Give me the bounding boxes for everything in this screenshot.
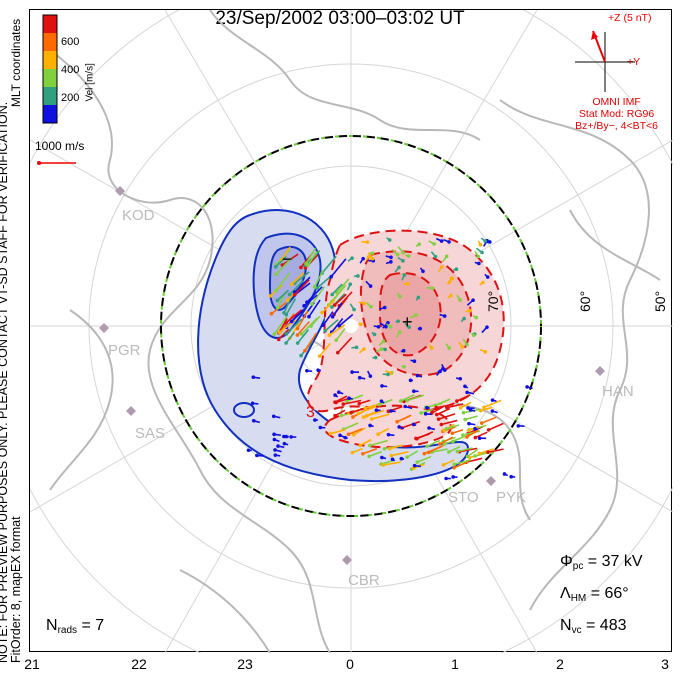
colorbar-tick-200: 200 (61, 92, 80, 104)
lambda-value: = 66° (590, 585, 629, 602)
potential-maximum-mark: + (402, 312, 413, 332)
nrads-value: = 7 (81, 617, 105, 634)
reference-vector (37, 161, 76, 165)
velocity-vectors (246, 237, 533, 481)
lat-label-50: 50° (652, 291, 668, 312)
colorbar-tick-400: 400 (61, 64, 80, 76)
station-label-pyk: PYK (496, 489, 526, 506)
lat-label-60: 60° (577, 291, 593, 312)
lat-label-70: 70° (485, 291, 501, 312)
colorbar-unit-label: Vel [m/s] (84, 63, 96, 102)
lambda-subscript: HM (570, 593, 587, 604)
potential-minimum-mark: − (282, 249, 293, 269)
pole-marker (344, 319, 358, 333)
station-label-sas: SAS (135, 425, 165, 442)
imf-info: OMNI IMF Stat Mod: RG96 Bz+/By−, 4<BT<6 (575, 96, 658, 132)
imf-source: OMNI IMF (592, 96, 641, 108)
nvc-subscript: vc (571, 625, 582, 636)
nvc-value: = 483 (586, 617, 627, 634)
stat-model-line1: Stat Mod: RG96 (578, 108, 655, 120)
phi-subscript: pc (572, 561, 584, 572)
station-label-pgr: PGR (108, 342, 141, 359)
phi-value: = 37 kV (587, 553, 643, 570)
imf-clock-dial (575, 30, 635, 92)
hm-boundary-latitude: ΛHM = 66° (560, 585, 629, 604)
cross-polar-cap-potential: Φpc = 37 kV (560, 553, 642, 572)
lambda-symbol: Λ (560, 585, 571, 602)
reference-vector-label: 1000 m/s (35, 139, 85, 153)
imf-z-label: +Z (5 nT) (608, 12, 652, 24)
imf-y-label: +Y (627, 56, 641, 68)
mlt-tick-23: 23 (237, 656, 253, 672)
nvc-symbol: N (560, 617, 572, 634)
station-marker-pyk (486, 476, 496, 486)
mlt-tick-0: 0 (346, 656, 354, 672)
station-marker-sas (126, 406, 136, 416)
vector-count: Nvc = 483 (560, 617, 627, 636)
nrads-symbol: N (46, 617, 58, 634)
station-label-han: HAN (602, 383, 634, 400)
mlt-tick-2: 2 (556, 656, 564, 672)
phi-symbol: Φ (560, 553, 573, 570)
stat-model-line2: Bz+/By−, 4<BT<6 (575, 120, 658, 132)
mlt-tick-21: 21 (24, 656, 40, 672)
station-label-kod: KOD (122, 207, 155, 224)
mlt-tick-1: 1 (451, 656, 459, 672)
station-marker-cbr (342, 555, 352, 565)
station-label-cbr: CBR (348, 572, 380, 589)
station-label-sto: STO (448, 489, 479, 506)
coordinate-system-label: MLT coordinates (9, 18, 23, 108)
station-marker-han (595, 366, 605, 376)
radar-count: Nrads = 7 (46, 617, 104, 636)
mlt-tick-22: 22 (131, 656, 147, 672)
map-title: 23/Sep/2002 03:00–03:02 UT (215, 8, 465, 29)
colorbar-tick-600: 600 (61, 36, 80, 48)
velocity-colorbar (42, 14, 58, 124)
station-marker-pgr (99, 323, 109, 333)
station-marker-kod (115, 186, 125, 196)
boundary-green-dash (160, 135, 542, 517)
mlt-tick-3: 3 (661, 656, 669, 672)
contour-label-positive: 3 (306, 404, 315, 421)
station-markers (99, 186, 605, 565)
nrads-subscript: rads (57, 625, 78, 636)
